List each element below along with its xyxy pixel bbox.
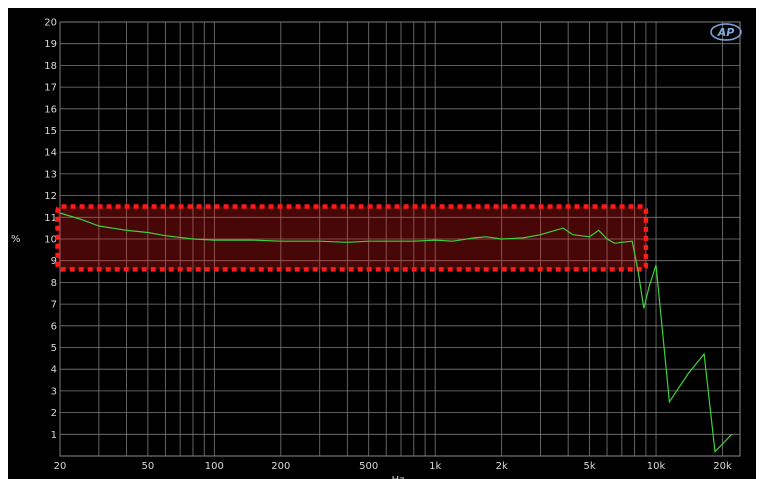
x-tick-label: 50 xyxy=(142,461,155,472)
x-tick-label: 20 xyxy=(54,461,67,472)
x-tick-label: 200 xyxy=(271,461,290,472)
highlight-box xyxy=(55,204,649,272)
ap-logo: AP xyxy=(710,23,742,41)
y-tick-label: 9 xyxy=(51,256,57,267)
y-tick-label: 7 xyxy=(51,300,57,311)
y-tick-label: 10 xyxy=(44,235,57,246)
x-tick-label: 10k xyxy=(647,461,666,472)
y-tick-label: 17 xyxy=(44,83,57,94)
grid xyxy=(59,21,741,457)
x-tick-label: 20k xyxy=(713,461,732,472)
y-tick-label: 19 xyxy=(44,39,57,50)
series-line xyxy=(59,212,733,454)
highlight-region xyxy=(55,204,649,272)
y-axis-label: % xyxy=(11,234,21,245)
y-tick-label: 14 xyxy=(44,148,57,159)
y-tick-label: 2 xyxy=(51,408,57,419)
series-lines xyxy=(59,212,733,454)
y-tick-label: 13 xyxy=(44,169,57,180)
x-tick-labels: 20 50 100 200 500 1k 2k 5k 10k 20k xyxy=(54,461,732,472)
y-tick-label: 20 xyxy=(44,18,57,29)
chart-frame: 1 2 3 4 5 6 7 8 9 10 11 12 13 14 15 16 17 18 19 20 20 50 100 2… xyxy=(8,8,756,479)
ap-logo-text: AP xyxy=(717,26,735,39)
y-tick-label: 18 xyxy=(44,61,57,72)
y-tick-label: 6 xyxy=(51,321,57,332)
y-tick-label: 16 xyxy=(44,104,57,115)
y-tick-label: 15 xyxy=(44,126,57,137)
y-tick-label: 12 xyxy=(44,191,57,202)
x-tick-label: 1k xyxy=(429,461,441,472)
y-tick-label: 4 xyxy=(51,365,57,376)
x-tick-label: 500 xyxy=(359,461,378,472)
y-tick-label: 1 xyxy=(51,430,57,441)
x-tick-label: 100 xyxy=(205,461,224,472)
x-tick-label: 2k xyxy=(496,461,508,472)
x-axis-label: Hz xyxy=(392,475,405,479)
y-tick-label: 5 xyxy=(51,343,57,354)
y-tick-label: 11 xyxy=(44,213,57,224)
y-tick-label: 8 xyxy=(51,278,57,289)
x-tick-label: 5k xyxy=(583,461,595,472)
y-tick-label: 3 xyxy=(51,386,57,397)
